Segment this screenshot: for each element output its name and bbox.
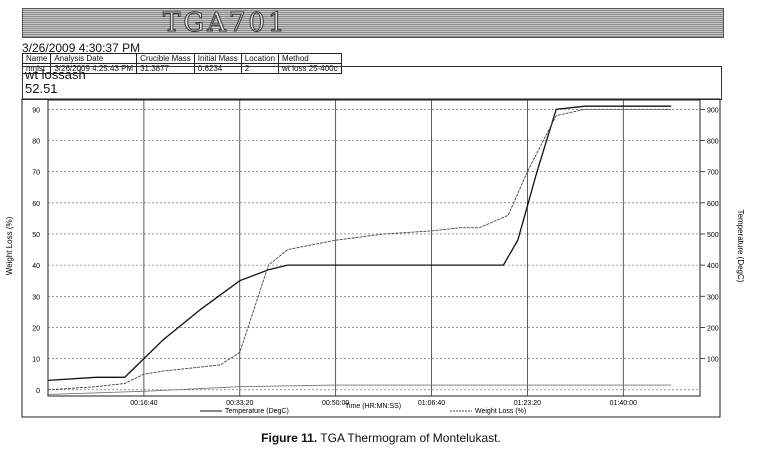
series-line-weight-loss: [47, 108, 672, 391]
y-left-tick-label: 50: [32, 232, 40, 239]
x-tick-label: 00:33:20: [226, 400, 253, 407]
weight-loss-label: wt lossash: [25, 67, 86, 82]
y-left-tick-label: 90: [32, 107, 40, 114]
caption-text: TGA Thermogram of Montelukast.: [317, 431, 501, 445]
y-left-tick-label: 40: [32, 263, 40, 270]
info-col-name: Name: [21, 53, 52, 64]
series-line-temperature: [47, 105, 672, 382]
x-axis-label: Time (HR:MN:SS): [345, 403, 401, 410]
x-tick-label: 01:06:40: [418, 400, 445, 407]
series-lines: [47, 105, 672, 395]
info-val-location: 2: [240, 63, 280, 74]
banner-title: TGA701: [163, 8, 288, 38]
x-tick-label: 01:40:00: [610, 400, 637, 407]
y-left-tick-label: 80: [32, 139, 40, 146]
y-right-tick-label: 200: [707, 325, 719, 332]
y-left-axis-label: Weight Loss (%): [5, 216, 14, 275]
y-left-tick-label: 0: [36, 388, 40, 395]
legend-weight-loss: Weight Loss (%): [475, 408, 526, 415]
figure-caption: Figure 11. TGA Thermogram of Montelukast…: [0, 431, 762, 445]
info-val-analysis-date: 3/26/2009 4:25:43 PM: [50, 63, 138, 74]
legend-temperature: Temperature (DegC): [225, 408, 289, 415]
legend: Temperature (DegC) Time (HR:MN:SS) Weigh…: [200, 403, 526, 415]
info-val-name: mnlst: [21, 63, 52, 74]
y-left-tick-label: 70: [32, 170, 40, 177]
sample-info-table: Name Analysis Date Crucible Mass Initial…: [21, 53, 342, 74]
y-right-tick-label: 600: [707, 201, 719, 208]
y-right-tick-label: 500: [707, 232, 719, 239]
y-right-tick-label: 300: [707, 294, 719, 301]
y-left-tick-label: 30: [32, 294, 40, 301]
info-col-method: Method: [278, 53, 342, 64]
y-right-tick-label: 900: [707, 107, 719, 114]
y-right-axis-label: Temperature (DegC): [736, 210, 745, 283]
info-col-location: Location: [240, 53, 280, 64]
y-right-tick-label: 400: [707, 263, 719, 270]
plot-area: [47, 99, 701, 397]
info-val-method: wt loss 25-400c: [278, 63, 342, 74]
info-col-analysis-date: Analysis Date: [50, 53, 138, 64]
y-left-tick-label: 20: [32, 325, 40, 332]
x-tick-label: 00:16:40: [130, 400, 157, 407]
ticks: 0 10 20 30 40 50 60 70 80 90 100 200 300 400 500 600 700…: [32, 107, 719, 407]
y-right-tick-label: 100: [707, 357, 719, 364]
y-left-tick-label: 10: [32, 357, 40, 364]
y-right-tick-label: 800: [707, 139, 719, 146]
weight-loss-value: 52.51: [25, 81, 58, 96]
chart-frame: [21, 98, 721, 418]
y-right-tick-label: 700: [707, 170, 719, 177]
y-left-tick-label: 60: [32, 201, 40, 208]
x-tick-label: 01:23:20: [514, 400, 541, 407]
run-datetime: 3/26/2009 4:30:37 PM: [22, 41, 141, 55]
title-banner: TGA701: [22, 8, 724, 38]
grid: [47, 99, 701, 397]
x-tick-label: 00:50:00: [322, 400, 349, 407]
series-line-baseline: [47, 384, 672, 395]
caption-label: Figure 11.: [261, 431, 318, 445]
tga-chart: 0 10 20 30 40 50 60 70 80 90 100 200 300 400 500 600 700…: [5, 98, 745, 418]
